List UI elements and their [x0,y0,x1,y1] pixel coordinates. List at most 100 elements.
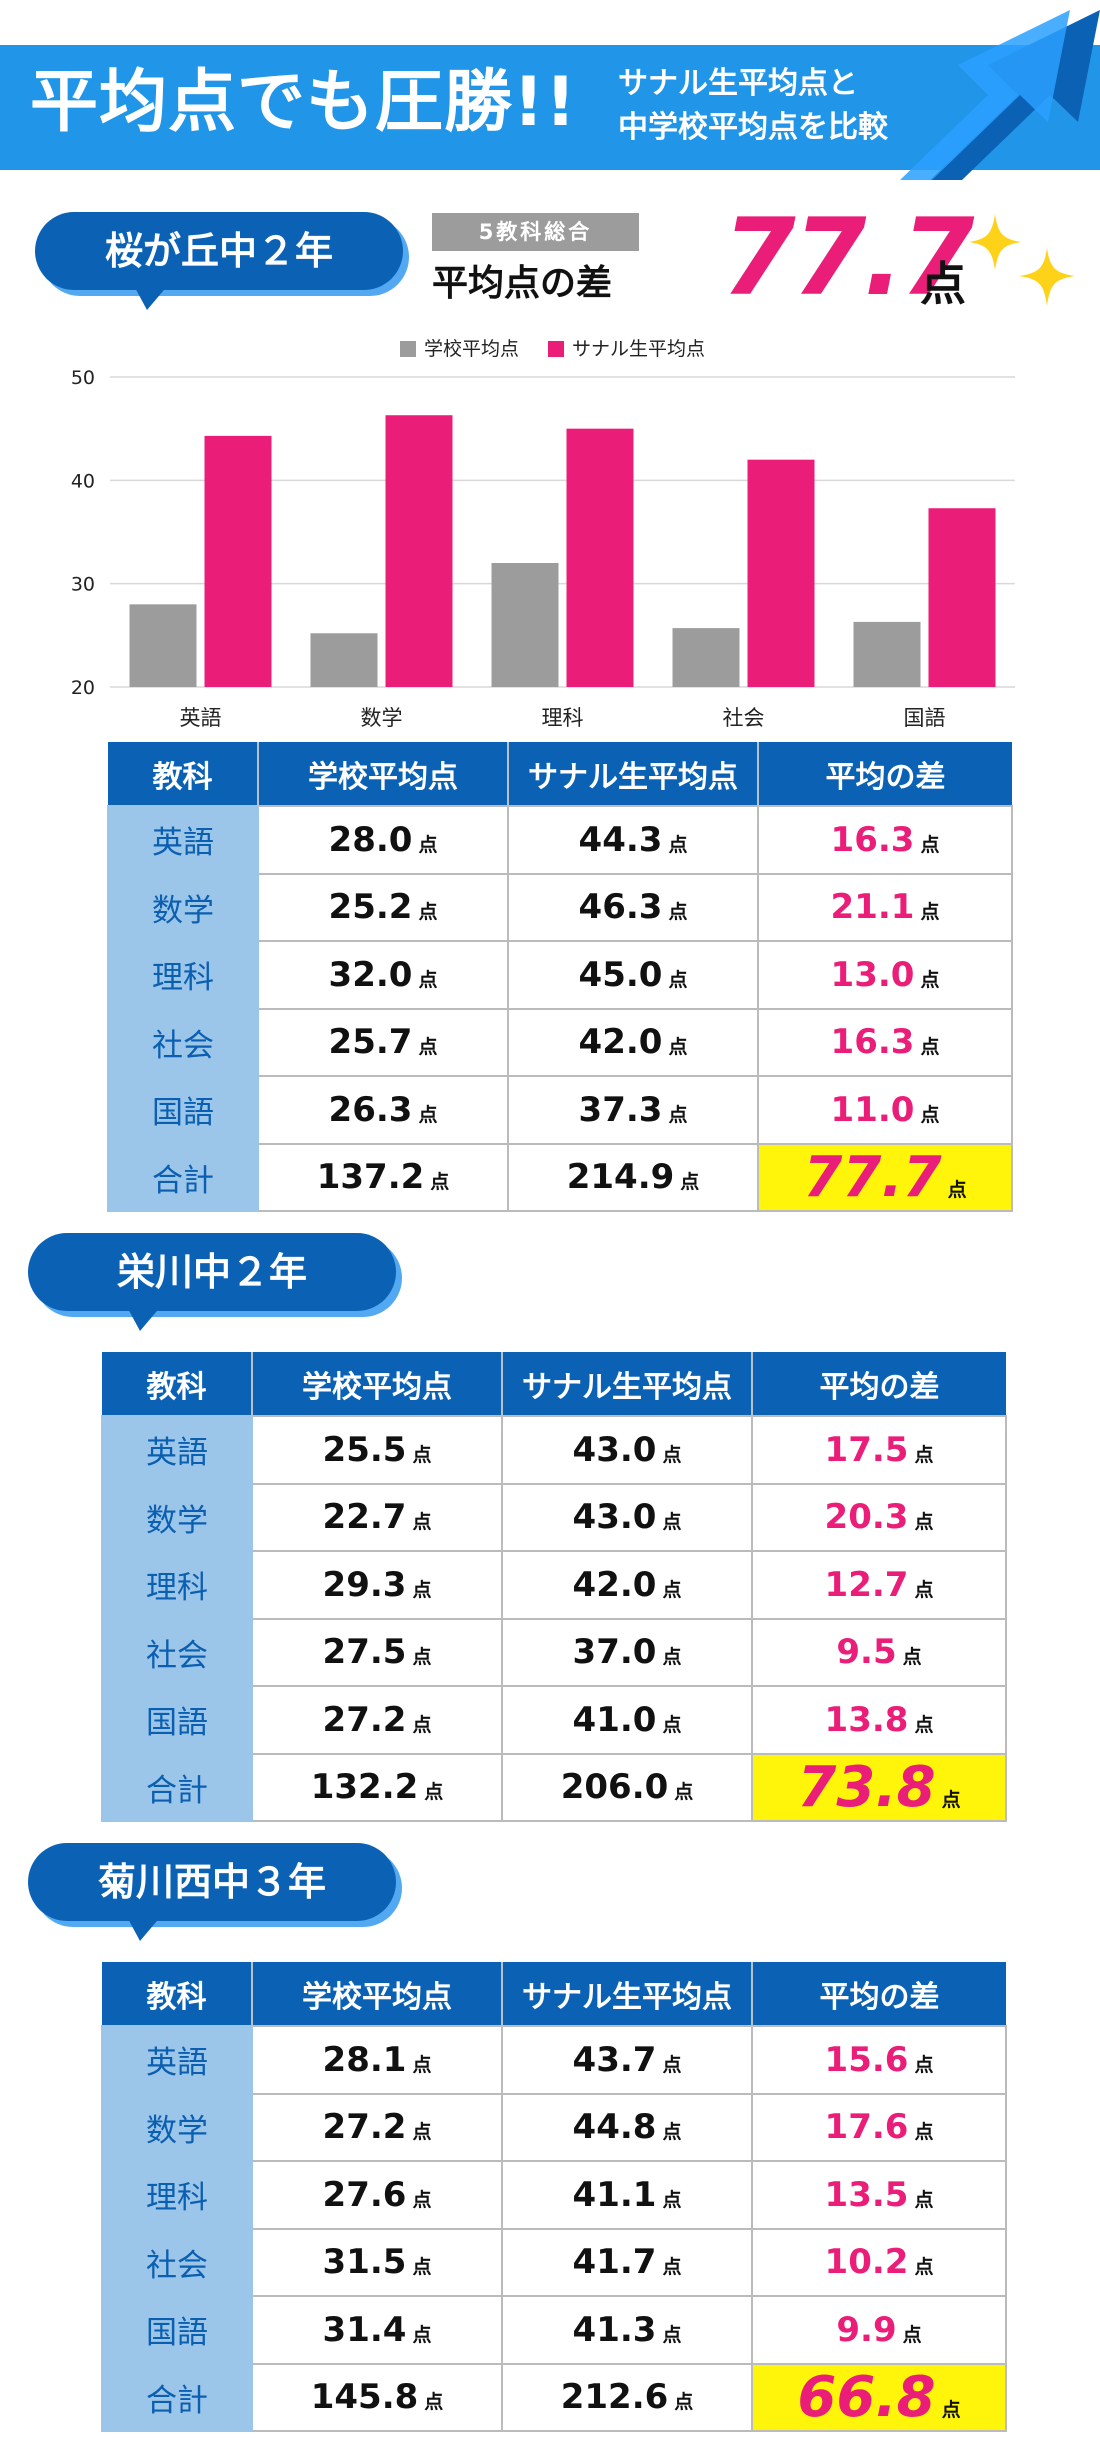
unit-label: 点 [668,1103,688,1126]
table-row: 国語 31.4 点 41.3 点 9.9 点 [101,2295,1007,2365]
value: 45.0 [578,954,663,995]
unit-label: 点 [920,833,940,856]
school-avg-cell: 28.1 点 [251,2025,503,2095]
table-header-row: 教科 学校平均点 サナル生平均点 平均の差 [108,742,1012,806]
value: 43.0 [572,1429,657,1470]
x-tick-label: 数学 [361,706,403,730]
unit-label: 点 [412,1646,432,1669]
header-sanaru-avg: サナル生平均点 [501,1352,753,1416]
unit-label: 点 [412,1511,432,1534]
value: 15.6 [824,2039,909,2080]
school-avg-cell: 31.4 点 [251,2295,503,2365]
sparkle-icon [969,214,1075,306]
unit-label: 点 [920,968,940,991]
table-row: 数学 22.7 点 43.0 点 20.3 点 [101,1482,1007,1552]
value: 46.3 [578,887,663,928]
unit-label: 点 [920,1103,940,1126]
table-total-row: 合計 137.2 点 214.9 点 77.7 点 [107,1142,1013,1212]
banner-title: 平均点でも圧勝!! [30,63,578,142]
unit-label: 点 [668,968,688,991]
y-tick-label: 40 [71,470,95,492]
subject-cell: 数学 [107,872,259,942]
unit-label: 点 [914,2121,934,2144]
value: 132.2 [310,1767,419,1808]
table-row: 理科 27.6 点 41.1 点 13.5 点 [101,2160,1007,2230]
value: 17.5 [824,1429,909,1470]
school-avg-bar [310,633,378,687]
header-sanaru-avg: サナル生平均点 [501,1962,753,2026]
unit-label: 点 [674,2391,694,2414]
unit-label: 点 [914,2256,934,2279]
value: 37.3 [578,1089,663,1130]
unit-label: 点 [412,2256,432,2279]
total-diff-cell: 66.8 点 [751,2362,1007,2432]
value: 10.2 [824,2242,909,2283]
table-row: 社会 25.7 点 42.0 点 16.3 点 [107,1007,1013,1077]
unit-label: 点 [662,2323,682,2346]
value: 41.7 [572,2242,657,2283]
school-avg-cell: 25.5 点 [251,1415,503,1485]
unit-label: 点 [424,1781,444,1804]
value: 29.3 [322,1564,407,1605]
header-subject: 教科 [102,1352,253,1416]
value: 44.8 [572,2107,657,2148]
subject-label: 社会 [146,2247,208,2284]
table-row: 国語 26.3 点 37.3 点 11.0 点 [107,1075,1013,1145]
diff-cell: 13.5 点 [751,2160,1007,2230]
header-school-avg: 学校平均点 [251,1962,503,2026]
x-tick-label: 英語 [180,706,222,730]
arrow-up-right-icon [900,10,1100,180]
value: 27.2 [322,2107,407,2148]
table-total-row: 合計 145.8 点 212.6 点 66.8 点 [101,2362,1007,2432]
value: 27.5 [322,1632,407,1673]
summary-label: 平均点の差 [432,263,613,304]
unit-label: 点 [412,1443,432,1466]
sanaru-avg-bar [747,459,815,687]
value: 21.1 [830,887,915,928]
sanaru-avg-cell: 41.1 点 [501,2160,753,2230]
value: 206.0 [560,1767,669,1808]
sanaru-avg-cell: 46.3 点 [507,872,759,942]
value: 43.7 [572,2039,657,2080]
unit-label: 点 [902,2323,922,2346]
sanaru-avg-cell: 41.7 点 [501,2227,753,2297]
table-row: 社会 27.5 点 37.0 点 9.5 点 [101,1617,1007,1687]
table-row: 理科 29.3 点 42.0 点 12.7 点 [101,1550,1007,1620]
unit-label: 点 [662,2188,682,2211]
header-school-avg: 学校平均点 [251,1352,503,1416]
unit-label: 点 [418,1036,438,1059]
subject-cell: 国語 [101,2295,253,2365]
unit-label: 点 [418,901,438,924]
sanaru-avg-cell: 43.7 点 [501,2025,753,2095]
value: 9.9 [836,2309,897,2350]
school-name: 栄川中２年 [116,1250,307,1294]
school-avg-bar [491,563,559,687]
value: 41.1 [572,2174,657,2215]
tag-body [35,212,403,290]
value: 37.0 [572,1632,657,1673]
header-school-avg: 学校平均点 [257,742,509,806]
sanaru-avg-cell: 214.9 点 [507,1142,759,1212]
value: 27.2 [322,1699,407,1740]
unit-label: 点 [430,1171,450,1194]
subject-cell: 合計 [101,2362,253,2432]
value: 26.3 [328,1089,413,1130]
table-row: 数学 27.2 点 44.8 点 17.6 点 [101,2092,1007,2162]
tag-body [28,1233,396,1311]
unit-label: 点 [662,2121,682,2144]
sanaru-avg-cell: 37.0 点 [501,1617,753,1687]
diff-cell: 12.7 点 [751,1550,1007,1620]
school-avg-cell: 32.0 点 [257,940,509,1010]
diff-cell: 17.6 点 [751,2092,1007,2162]
subject-label: 国語 [146,1705,208,1742]
x-tick-label: 国語 [904,706,946,730]
value: 13.0 [830,954,915,995]
sanaru-avg-bar [204,435,272,687]
school-avg-cell: 27.2 点 [251,2092,503,2162]
table-header-row: 教科 学校平均点 サナル生平均点 平均の差 [102,1352,1006,1416]
value: 22.7 [322,1497,407,1538]
banner-bar [0,45,1100,170]
y-tick-label: 50 [71,367,95,389]
school-tag-3: 菊川西中３年 [28,1843,402,1941]
value: 12.7 [824,1564,909,1605]
